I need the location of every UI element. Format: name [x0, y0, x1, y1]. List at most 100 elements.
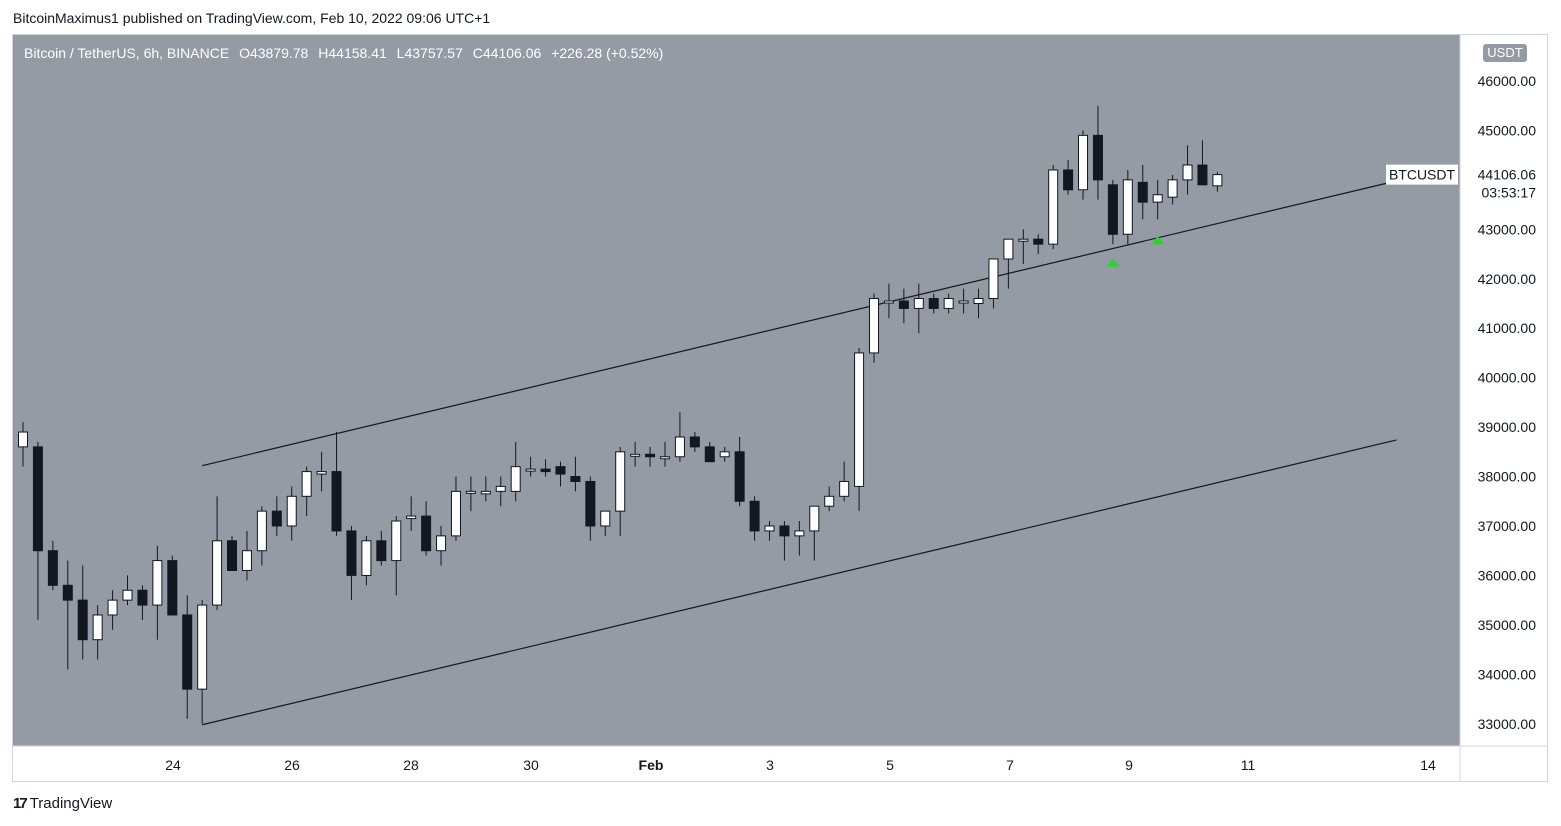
ohlc-legend: Bitcoin / TetherUS, 6h, BINANCE O43879.7…: [24, 45, 663, 61]
candle: [659, 441, 670, 467]
candle-body: [615, 451, 626, 512]
candle: [1063, 160, 1074, 195]
candle: [674, 412, 685, 462]
price-axis-label: 41000.00: [1478, 320, 1537, 336]
price-axis-label: 42000.00: [1478, 271, 1537, 287]
candle: [1122, 169, 1133, 245]
trendline-channel-lower[interactable]: [202, 439, 1397, 726]
x-axis-area[interactable]: [13, 746, 1460, 781]
trendline-channel-upper[interactable]: [202, 180, 1397, 467]
time-axis-label: 28: [403, 757, 419, 773]
candle-body: [824, 495, 835, 507]
candle-body: [973, 298, 984, 304]
candle-body: [62, 584, 73, 601]
candle: [1048, 165, 1059, 250]
candle-body: [301, 471, 312, 497]
candle: [465, 476, 476, 512]
candle-body: [734, 451, 745, 502]
candle: [704, 441, 715, 463]
candle: [450, 476, 461, 541]
candle-body: [630, 453, 641, 457]
candle-body: [450, 490, 461, 537]
price-axis-label: 36000.00: [1478, 567, 1537, 583]
symbol-tag: [1386, 164, 1458, 185]
candle-body: [1122, 179, 1133, 235]
candle-body: [883, 300, 894, 304]
y-axis-area[interactable]: [1460, 35, 1547, 781]
candle: [585, 476, 596, 541]
candle-body: [555, 466, 566, 475]
candle: [898, 288, 909, 324]
candle: [615, 446, 626, 536]
price-axis-label: 43000.00: [1478, 221, 1537, 237]
candle-body: [495, 485, 506, 492]
candle-body: [928, 298, 939, 309]
candle-body: [92, 614, 103, 641]
candle-body: [1212, 174, 1223, 187]
candle: [271, 496, 282, 536]
candle-body: [1018, 238, 1029, 242]
time-axis-label: 14: [1420, 757, 1436, 773]
candle-body: [256, 510, 267, 552]
chart-frame: [12, 34, 1548, 782]
candle: [1033, 234, 1044, 255]
candle: [421, 501, 432, 556]
candle: [361, 535, 372, 586]
candle: [1212, 171, 1223, 192]
price-axis-label: 37000.00: [1478, 518, 1537, 534]
symbol-description[interactable]: Bitcoin / TetherUS, 6h, BINANCE: [24, 45, 230, 61]
candle-body: [1152, 194, 1163, 203]
candle-body: [167, 560, 178, 616]
time-axis-label: 9: [1125, 757, 1133, 773]
footer-brand[interactable]: 17 TradingView: [13, 795, 112, 812]
candle-body: [152, 560, 163, 606]
open-label: O: [239, 45, 250, 61]
candle-body: [421, 515, 432, 552]
candle: [1018, 229, 1029, 264]
plot-area[interactable]: [13, 35, 1460, 746]
candle-body: [1003, 238, 1014, 260]
candle: [167, 555, 178, 616]
candle-body: [480, 490, 491, 495]
candle-body: [77, 599, 88, 641]
time-axis-label: 30: [523, 757, 539, 773]
currency-badge[interactable]: USDT: [1482, 43, 1528, 63]
candle-body: [809, 505, 820, 532]
candle-body: [585, 480, 596, 527]
candle: [555, 461, 566, 487]
candle-body: [704, 446, 715, 463]
candle-body: [32, 446, 43, 552]
candle: [1182, 145, 1193, 195]
bar-countdown-label: 03:53:17: [1482, 185, 1537, 201]
candle: [510, 441, 521, 502]
candle-body: [212, 540, 223, 606]
candle-body: [18, 431, 28, 448]
candle-body: [271, 510, 282, 527]
candle: [480, 476, 491, 502]
candle: [316, 451, 327, 492]
change-value: +226.28 (+0.52%): [551, 45, 664, 61]
candle: [331, 432, 342, 536]
low-label: L: [396, 45, 405, 61]
open-value: 43879.78: [249, 45, 309, 61]
candle-body: [600, 510, 611, 527]
candle-body: [988, 258, 999, 300]
candle-body: [525, 468, 536, 472]
symbol-tag-label: BTCUSDT: [1389, 167, 1456, 183]
candle: [301, 466, 312, 517]
candle: [540, 459, 551, 477]
candle: [600, 510, 611, 536]
candle-body: [1033, 238, 1044, 245]
signal-marker-icon: [1105, 258, 1120, 267]
candle: [18, 422, 28, 467]
candle: [137, 585, 148, 620]
price-axis-label: 39000.00: [1478, 419, 1537, 435]
candle: [869, 293, 880, 363]
candle: [77, 565, 88, 660]
candle: [152, 545, 163, 640]
candle-body: [958, 300, 969, 304]
candle-body: [391, 520, 402, 562]
close-label: C: [472, 45, 483, 61]
candle: [824, 486, 835, 512]
